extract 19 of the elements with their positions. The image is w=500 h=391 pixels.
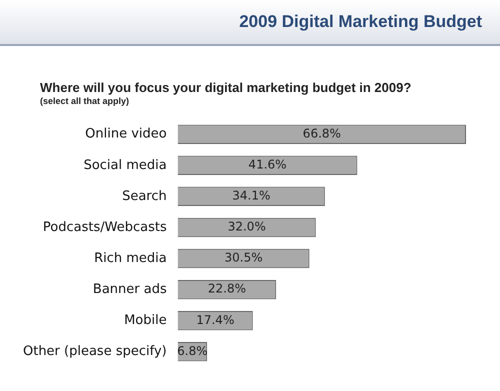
data-label: 41.6%	[248, 158, 287, 172]
chart-subtitle: Where will you focus your digital marketing budget in 2009?	[40, 80, 412, 95]
data-label: 22.8%	[208, 282, 246, 296]
y-tick-label: Search	[122, 188, 167, 204]
data-label: 32.0%	[228, 220, 266, 234]
y-tick-label: Rich media	[94, 250, 167, 266]
data-label: 6.8%	[177, 344, 208, 358]
y-tick-label: Social media	[84, 158, 167, 173]
data-label: 34.1%	[232, 188, 270, 203]
y-tick-label: Banner ads	[92, 282, 167, 297]
y-tick-label: Podcasts/Webcasts	[42, 220, 167, 235]
text: (select all that apply)	[40, 96, 130, 106]
y-tick-label: Online video	[85, 126, 167, 142]
data-label: 17.4%	[196, 312, 234, 327]
y-tick-label: Mobile	[124, 313, 167, 328]
data-label: 30.5%	[224, 250, 263, 265]
y-tick-label: Other (please specify)	[22, 344, 167, 360]
data-label: 66.8%	[302, 126, 341, 140]
chart-title: 2009 Digital Marketing Budget	[239, 12, 482, 32]
